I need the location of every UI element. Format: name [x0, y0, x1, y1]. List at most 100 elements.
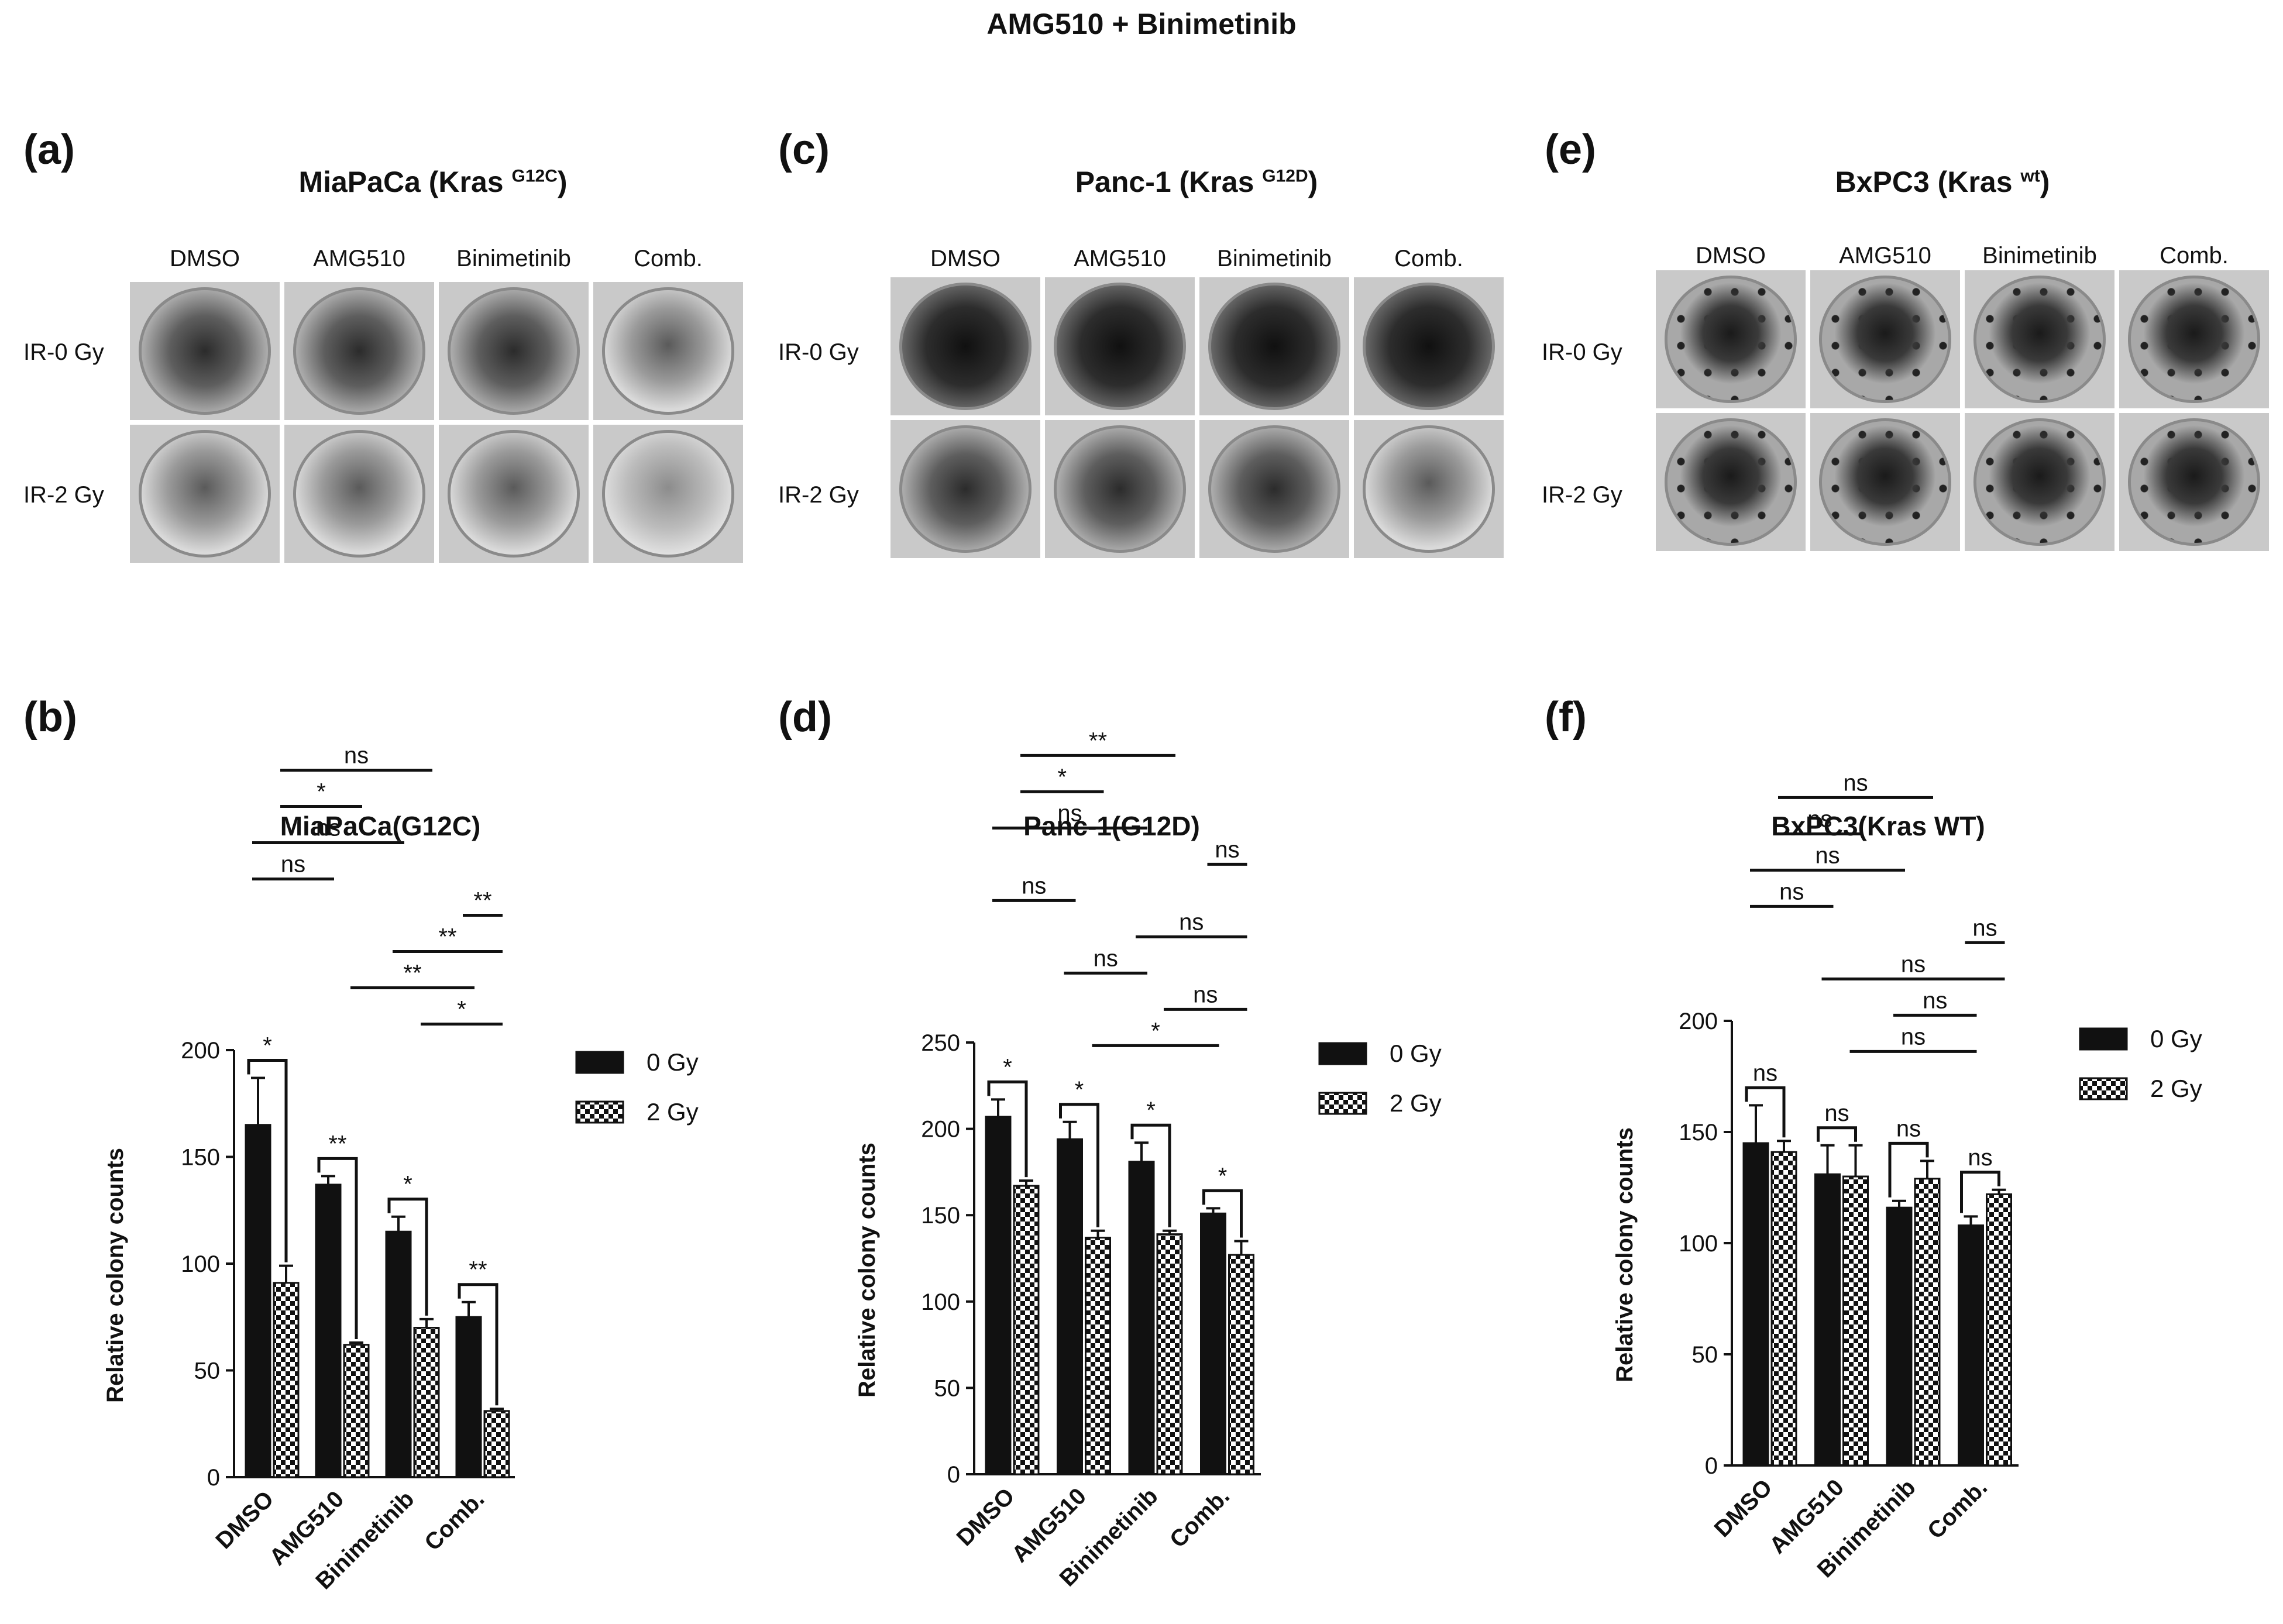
petri-dish	[2128, 276, 2260, 403]
photo-title-c: Panc-1 (Kras G12D)	[904, 165, 1489, 199]
significance-label: **	[328, 1131, 346, 1157]
colony-plate-image	[593, 425, 743, 563]
significance-bracket	[317, 1157, 358, 1340]
colony-plate-image	[1656, 413, 1806, 551]
comparison-label: *	[317, 779, 326, 804]
petri-dish	[1973, 418, 2106, 546]
petri-dish	[1363, 283, 1495, 410]
bar	[1886, 1206, 1913, 1467]
plate-row	[890, 420, 1504, 558]
colony-plate-image	[1965, 413, 2114, 551]
legend-swatch	[1318, 1092, 1367, 1115]
colony-plate-image	[1965, 270, 2114, 408]
y-tick-label: 0	[1705, 1453, 1718, 1479]
comparison-label: ns	[344, 742, 369, 768]
column-label: Comb.	[634, 246, 703, 271]
photo-title-a: MiaPaCa (Kras G12C)	[140, 165, 726, 199]
colony-plate-image	[1810, 270, 1960, 408]
bar	[1814, 1173, 1841, 1467]
column-labels-a: DMSO AMG510 Binimetinib Comb.	[130, 246, 743, 272]
significance-label: ns	[1896, 1116, 1921, 1141]
bar	[1128, 1161, 1155, 1475]
colony-plate-image	[1656, 270, 1806, 408]
bar	[1057, 1138, 1083, 1475]
comparison-label: ns	[1901, 1024, 1926, 1050]
bar	[315, 1183, 342, 1478]
plate-grid-e	[1656, 270, 2269, 551]
colony-plate-image	[284, 425, 434, 563]
panel-letter-c: (c)	[778, 126, 830, 173]
y-tick-label: 50	[1692, 1342, 1718, 1368]
y-tick-label: 100	[1679, 1231, 1718, 1257]
column-label: DMSO	[1696, 243, 1766, 269]
y-tick-label: 200	[181, 1038, 220, 1064]
comparison-label: **	[438, 924, 456, 949]
column-label: Binimetinib	[456, 246, 571, 271]
row-label: IR-0 Gy	[23, 339, 104, 365]
comparison-label: **	[1089, 728, 1107, 753]
plate-row	[1656, 413, 2269, 551]
comparison-label: *	[457, 996, 466, 1022]
x-tick-label: DMSO	[211, 1486, 279, 1554]
colony-plate-image	[1199, 277, 1349, 415]
significance-bracket	[1130, 1123, 1171, 1227]
comparison-label: ns	[1923, 988, 1947, 1013]
bar	[245, 1124, 271, 1478]
bar	[343, 1344, 370, 1478]
x-tick-label: Comb.	[420, 1486, 489, 1556]
plate-grid-c	[890, 277, 1504, 558]
x-tick-label: DMSO	[952, 1483, 1020, 1551]
panel-letter-f: (f)	[1545, 694, 1587, 741]
row-label: IR-2 Gy	[778, 482, 859, 508]
significance-label: *	[263, 1033, 272, 1058]
photo-title-a-close: )	[557, 166, 568, 198]
column-label: AMG510	[313, 246, 405, 271]
petri-dish	[1819, 418, 1951, 546]
plate-row	[130, 282, 743, 420]
y-tick-label: 50	[194, 1358, 221, 1384]
petri-dish	[1054, 283, 1186, 410]
petri-dish	[448, 430, 580, 558]
legend-swatch	[575, 1051, 624, 1074]
y-tick-label: 100	[181, 1251, 220, 1277]
significance-label: ns	[1968, 1145, 1992, 1171]
petri-dish	[139, 430, 271, 558]
petri-dish	[448, 287, 580, 415]
legend-label: 0 Gy	[1390, 1040, 1442, 1067]
comparison-label: *	[1151, 1018, 1160, 1044]
significance-bracket	[458, 1283, 498, 1406]
y-axis-label: Relative colony counts	[854, 1143, 880, 1398]
petri-dish	[2128, 418, 2260, 546]
petri-dish	[1819, 276, 1951, 403]
row-label: IR-0 Gy	[778, 339, 859, 365]
comparison-label: ns	[1901, 951, 1926, 977]
column-label: Comb.	[1394, 246, 1463, 271]
petri-dish	[1363, 425, 1495, 553]
petri-dish	[1973, 276, 2106, 403]
bar	[1156, 1233, 1183, 1475]
panel-letter-a: (a)	[23, 126, 75, 173]
significance-label: ns	[1824, 1100, 1849, 1126]
significance-label: **	[469, 1257, 487, 1283]
comparison-label: **	[403, 960, 421, 986]
petri-dish	[139, 287, 271, 415]
plate-row	[130, 425, 743, 563]
significance-bracket	[1960, 1171, 2000, 1213]
column-label: AMG510	[1839, 243, 1931, 269]
comparison-label: ns	[1972, 915, 1997, 941]
comparison-label: ns	[281, 851, 305, 877]
bar	[1842, 1175, 1869, 1467]
colony-plate-image	[1045, 420, 1195, 558]
significance-bracket	[987, 1080, 1028, 1178]
y-tick-label: 0	[207, 1465, 220, 1491]
petri-dish	[1054, 425, 1186, 553]
legend-label: 2 Gy	[1390, 1089, 1442, 1117]
column-labels-e: DMSO AMG510 Binimetinib Comb.	[1656, 243, 2269, 269]
petri-dish	[602, 287, 734, 415]
significance-label: ns	[1753, 1060, 1777, 1086]
column-label: Binimetinib	[1217, 246, 1332, 271]
legend-label: 0 Gy	[647, 1048, 699, 1076]
chart-title: Panc-1(G12D)	[1023, 811, 1200, 841]
x-tick-label: DMSO	[1710, 1474, 1777, 1542]
comparison-label: ns	[1193, 982, 1218, 1007]
